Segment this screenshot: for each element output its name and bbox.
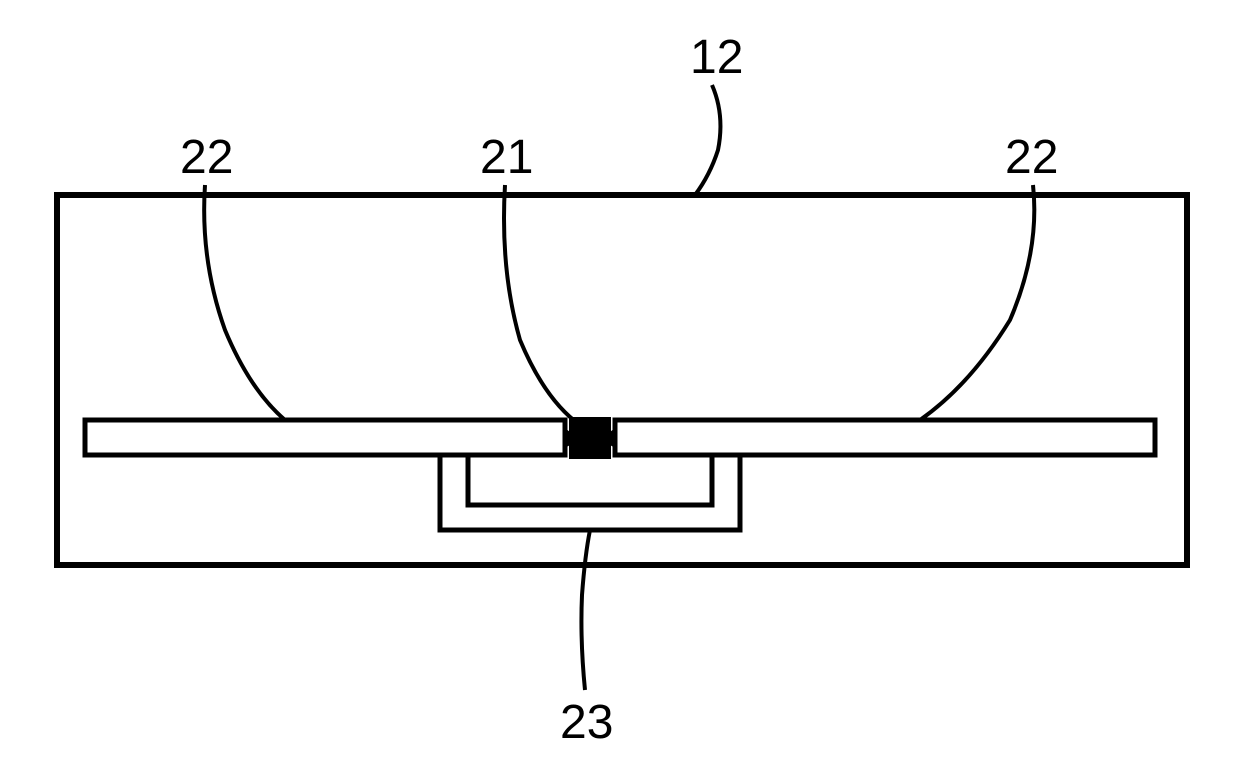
leader-line-12 xyxy=(695,85,720,195)
label-22-left: 22 xyxy=(180,130,233,185)
u-shape-outer xyxy=(440,455,740,530)
label-23: 23 xyxy=(560,695,613,750)
leader-line-21 xyxy=(504,185,580,425)
u-shape-inner xyxy=(468,455,712,505)
label-21: 21 xyxy=(480,130,533,185)
diagram-svg xyxy=(0,0,1240,771)
leader-line-22-left xyxy=(204,185,285,420)
label-22-right: 22 xyxy=(1005,130,1058,185)
outer-box xyxy=(57,195,1187,565)
leader-line-23 xyxy=(581,530,590,690)
label-12: 12 xyxy=(690,30,743,85)
leader-line-22-right xyxy=(920,185,1034,420)
horizontal-bar-left xyxy=(85,420,565,455)
technical-diagram: 12 22 21 22 23 xyxy=(0,0,1240,771)
horizontal-bar-right xyxy=(615,420,1155,455)
